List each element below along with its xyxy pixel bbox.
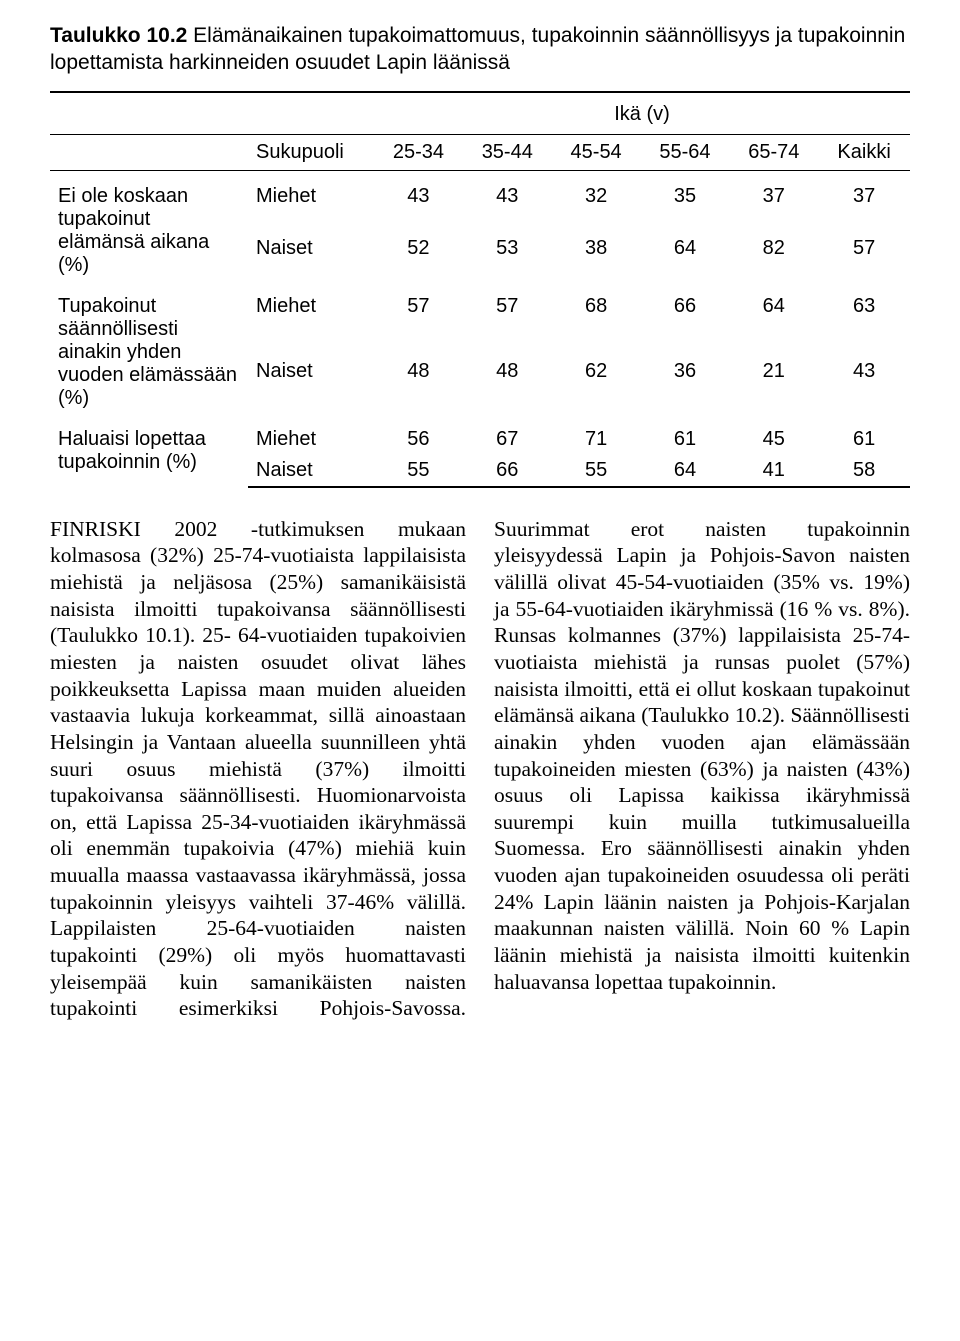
table-header-row: Sukupuoli 25-34 35-44 45-54 55-64 65-74 … — [50, 134, 910, 170]
body-text: FINRISKI 2002 -tutkimuksen mukaan kolmas… — [50, 516, 910, 1022]
val-cell: 61 — [818, 414, 910, 455]
table-row: Tupakoinut säännöllisesti ainakin yhden … — [50, 281, 910, 357]
val-cell: 37 — [729, 170, 818, 233]
sex-cell: Naiset — [248, 356, 374, 413]
col-age-4: 65-74 — [729, 134, 818, 170]
table-caption: Taulukko 10.2 Elämänaikainen tupakoimatt… — [50, 22, 910, 77]
table-number: Taulukko 10.2 — [50, 24, 187, 47]
sex-cell: Miehet — [248, 170, 374, 233]
col-age-0: 25-34 — [374, 134, 463, 170]
val-cell: 67 — [463, 414, 552, 455]
col-age-3: 55-64 — [641, 134, 730, 170]
val-cell: 36 — [641, 356, 730, 413]
val-cell: 66 — [641, 281, 730, 357]
val-cell: 21 — [729, 356, 818, 413]
col-sukupuoli: Sukupuoli — [248, 134, 374, 170]
val-cell: 82 — [729, 233, 818, 280]
sex-cell: Miehet — [248, 414, 374, 455]
val-cell: 48 — [374, 356, 463, 413]
val-cell: 64 — [729, 281, 818, 357]
table-row: Ei ole koskaan tupakoinut elämänsä aikan… — [50, 170, 910, 233]
val-cell: 71 — [552, 414, 641, 455]
sex-cell: Miehet — [248, 281, 374, 357]
data-table: Ikä (v) Sukupuoli 25-34 35-44 45-54 55-6… — [50, 91, 910, 488]
sex-cell: Naiset — [248, 455, 374, 487]
val-cell: 66 — [463, 455, 552, 487]
val-cell: 43 — [463, 170, 552, 233]
val-cell: 68 — [552, 281, 641, 357]
val-cell: 61 — [641, 414, 730, 455]
body-paragraph: FINRISKI 2002 -tutkimuksen mukaan kolmas… — [50, 516, 910, 1022]
age-header: Ikä (v) — [374, 92, 910, 135]
group-label-0: Ei ole koskaan tupakoinut elämänsä aikan… — [50, 170, 248, 281]
col-age-5: Kaikki — [818, 134, 910, 170]
val-cell: 45 — [729, 414, 818, 455]
val-cell: 64 — [641, 455, 730, 487]
val-cell: 56 — [374, 414, 463, 455]
val-cell: 64 — [641, 233, 730, 280]
val-cell: 58 — [818, 455, 910, 487]
val-cell: 32 — [552, 170, 641, 233]
val-cell: 57 — [374, 281, 463, 357]
val-cell: 37 — [818, 170, 910, 233]
val-cell: 62 — [552, 356, 641, 413]
val-cell: 38 — [552, 233, 641, 280]
val-cell: 35 — [641, 170, 730, 233]
group-label-1: Tupakoinut säännöllisesti ainakin yhden … — [50, 281, 248, 414]
val-cell: 57 — [463, 281, 552, 357]
val-cell: 55 — [374, 455, 463, 487]
table-row: Haluaisi lopettaa tupakoinnin (%) Miehet… — [50, 414, 910, 455]
val-cell: 43 — [374, 170, 463, 233]
val-cell: 63 — [818, 281, 910, 357]
val-cell: 52 — [374, 233, 463, 280]
col-age-2: 45-54 — [552, 134, 641, 170]
val-cell: 53 — [463, 233, 552, 280]
col-age-1: 35-44 — [463, 134, 552, 170]
val-cell: 57 — [818, 233, 910, 280]
group-label-2: Haluaisi lopettaa tupakoinnin (%) — [50, 414, 248, 487]
val-cell: 43 — [818, 356, 910, 413]
val-cell: 55 — [552, 455, 641, 487]
sex-cell: Naiset — [248, 233, 374, 280]
val-cell: 48 — [463, 356, 552, 413]
val-cell: 41 — [729, 455, 818, 487]
